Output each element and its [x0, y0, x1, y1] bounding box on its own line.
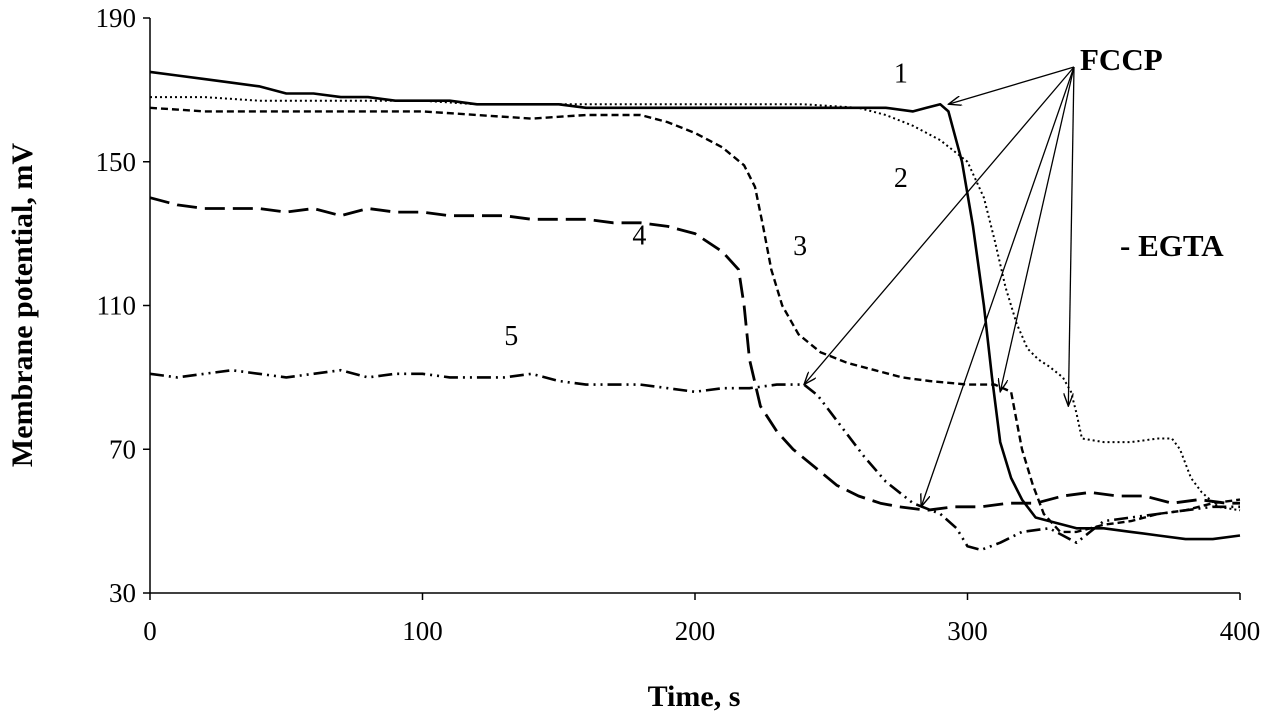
curve-label-4: 4: [632, 220, 646, 251]
x-tick-label: 100: [402, 616, 443, 646]
y-tick-label: 110: [97, 291, 137, 321]
fccp-arrow: [1000, 66, 1075, 392]
curve-1: [149, 70, 1241, 541]
curve-3: [149, 106, 1241, 534]
annotations: [804, 66, 1075, 507]
y-tick-label: 150: [96, 147, 137, 177]
y-tick-label: 30: [109, 578, 136, 608]
y-axis-title: Membrane potential, mV: [6, 143, 39, 467]
curve-label-5: 5: [504, 321, 518, 352]
x-tick-label: 400: [1220, 616, 1261, 646]
fccp-arrow: [804, 66, 1075, 385]
fccp-arrow: [921, 66, 1075, 507]
axes: 30 70 110 150 190 0 100 200 300 400: [96, 3, 1261, 646]
y-tick-label: 190: [96, 3, 137, 33]
curve-label-1: 1: [894, 59, 908, 90]
fccp-label: FCCP: [1080, 42, 1163, 77]
curve-4: [149, 196, 1240, 512]
egta-label: - EGTA: [1120, 228, 1224, 263]
x-tick-label: 0: [143, 616, 157, 646]
curve-label-3: 3: [793, 231, 807, 262]
fccp-arrow: [1068, 66, 1075, 406]
y-tick-label: 70: [109, 434, 136, 464]
curve-label-2: 2: [894, 163, 908, 194]
curve-5: [149, 368, 1240, 552]
curve-2: [150, 96, 1241, 512]
fccp-arrow: [948, 66, 1075, 104]
x-tick-label: 300: [947, 616, 988, 646]
x-axis-title: Time, s: [648, 680, 741, 713]
curves: 1 2 3 4 5: [149, 59, 1241, 552]
x-tick-label: 200: [675, 616, 716, 646]
